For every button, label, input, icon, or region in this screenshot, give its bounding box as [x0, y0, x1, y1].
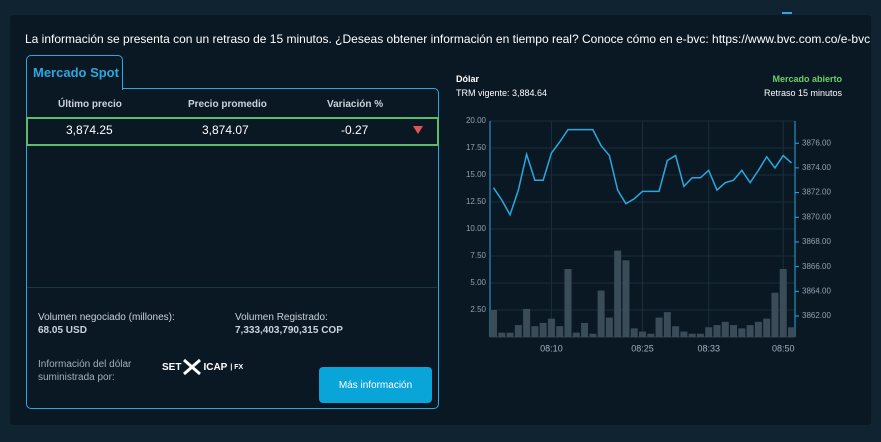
bar: [688, 333, 696, 337]
bar: [779, 268, 787, 337]
cell: 3,874.25: [66, 123, 113, 137]
y2-tick-label: 3872.00: [802, 188, 831, 197]
logo-text: | FX: [230, 363, 244, 371]
cell: -0.27: [341, 123, 369, 137]
bar: [630, 328, 638, 337]
market-title: Dólar: [456, 74, 480, 84]
notice: La información se presenta con un retras…: [25, 32, 871, 46]
bar: [498, 332, 506, 337]
status: Mercado abierto: [772, 74, 842, 84]
bar: [680, 331, 688, 337]
row: [26, 117, 439, 146]
label: Información del dólar suministrada por:: [38, 359, 132, 383]
label: Volumen Registrado:: [235, 312, 328, 323]
y-tick-label: 5.00: [470, 278, 486, 287]
bar: [730, 325, 738, 337]
logo: SET ICAP | FX: [162, 358, 243, 376]
x-tick-label: 08:25: [631, 343, 654, 353]
bar: [672, 326, 680, 337]
y2-tick-label: 3866.00: [802, 262, 831, 271]
label: Volumen negociado (millones):: [38, 312, 175, 323]
bar: [622, 260, 630, 337]
bar: [754, 321, 762, 337]
value: 68.05 USD: [38, 325, 87, 336]
y-tick-label: 10.00: [466, 224, 487, 233]
bar: [506, 332, 514, 337]
bar: [581, 322, 589, 337]
bar: [639, 331, 646, 337]
bar: [556, 326, 564, 337]
bar: [663, 312, 671, 337]
bar: [655, 317, 663, 337]
bar: [713, 325, 721, 337]
bar: [564, 268, 572, 337]
tab[interactable]: Mercado Spot: [26, 55, 123, 90]
trm: TRM vigente: 3,884.64: [456, 88, 548, 98]
logo-text: ICAP: [203, 361, 228, 373]
bar: [647, 333, 655, 337]
y-tick-label: 17.50: [466, 143, 487, 152]
bar: [763, 318, 771, 337]
y2-tick-label: 3874.00: [802, 163, 831, 172]
bar: [539, 322, 547, 337]
logo-icon: [183, 358, 202, 376]
bar: [589, 333, 597, 337]
indicator: [782, 12, 792, 14]
y-tick-label: 12.50: [466, 197, 487, 206]
header: Precio promedio: [188, 99, 267, 110]
bar: [547, 318, 555, 337]
bar: [614, 250, 622, 337]
bar: [788, 327, 795, 337]
y2-tick-label: 3876.00: [802, 138, 831, 147]
y-tick-label: 7.50: [470, 251, 486, 260]
header: Variación %: [327, 99, 384, 110]
spot-card: [26, 88, 439, 409]
y2-tick-label: 3862.00: [802, 311, 831, 320]
x-tick-label: 08:50: [772, 343, 795, 353]
tab-label: Mercado Spot: [33, 65, 119, 80]
bar: [696, 333, 704, 337]
logo-text: SET: [162, 361, 182, 373]
bar: [605, 317, 613, 337]
header: Último precio: [58, 99, 122, 110]
down-arrow: [413, 126, 423, 134]
bar: [572, 332, 580, 337]
price-line: [492, 128, 793, 217]
bar: [746, 325, 754, 337]
y-tick-label: 15.00: [466, 170, 487, 179]
bar: [597, 290, 605, 337]
more-button[interactable]: Más información: [319, 367, 432, 403]
bar: [514, 325, 522, 337]
y2-tick-label: 3870.00: [802, 212, 831, 221]
x-tick-label: 08:10: [540, 343, 563, 353]
value: 7,333,403,790,315 COP: [235, 325, 343, 336]
y-tick-label: 2.50: [470, 305, 486, 314]
divider: [27, 287, 437, 288]
panel: [10, 15, 871, 425]
y2-tick-label: 3868.00: [802, 237, 831, 246]
cell: 3,874.07: [202, 123, 249, 137]
bar: [523, 308, 531, 337]
x-tick-label: 08:33: [697, 343, 720, 353]
bar: [490, 310, 497, 337]
y-tick-label: 20.00: [466, 116, 487, 125]
bar: [771, 292, 779, 337]
y2-tick-label: 3864.00: [802, 286, 831, 295]
bar: [531, 326, 539, 337]
delay: Retraso 15 minutos: [763, 88, 842, 98]
bar: [705, 327, 713, 337]
bar: [738, 328, 746, 337]
bar: [721, 321, 729, 337]
